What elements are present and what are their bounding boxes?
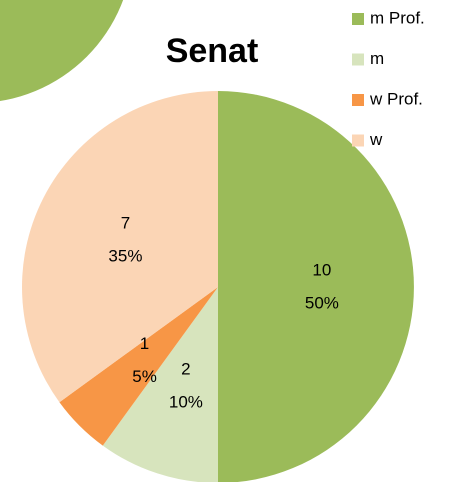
decorative-circle — [0, 0, 124, 101]
chart-title: Senat — [166, 32, 259, 70]
data-label-value: 2 — [181, 359, 190, 378]
data-label-percent: 10% — [169, 392, 203, 411]
legend-label: m — [370, 49, 384, 68]
data-labels: 10 50% 2 10% 1 5% 7 35% — [108, 213, 338, 411]
legend-swatch — [352, 53, 364, 66]
pie-slice — [102, 287, 218, 482]
pie-slice — [22, 91, 219, 403]
data-label-value: 1 — [140, 334, 149, 353]
legend-label: w — [369, 130, 383, 149]
data-label-percent: 50% — [305, 293, 339, 312]
pie-slice — [218, 91, 414, 482]
legend-label: m Prof. — [370, 8, 425, 27]
legend-swatch — [352, 134, 364, 147]
data-label-percent: 35% — [108, 246, 142, 265]
data-label-value: 7 — [121, 213, 130, 232]
data-label-percent: 5% — [132, 367, 157, 386]
legend-swatch — [352, 13, 364, 25]
pie-slice — [59, 287, 218, 446]
legend-label: w Prof. — [369, 89, 423, 108]
data-label-value: 10 — [312, 260, 331, 279]
pie — [22, 91, 414, 482]
legend-swatch — [352, 94, 364, 106]
legend: m Prof. m w Prof. w — [352, 8, 425, 149]
